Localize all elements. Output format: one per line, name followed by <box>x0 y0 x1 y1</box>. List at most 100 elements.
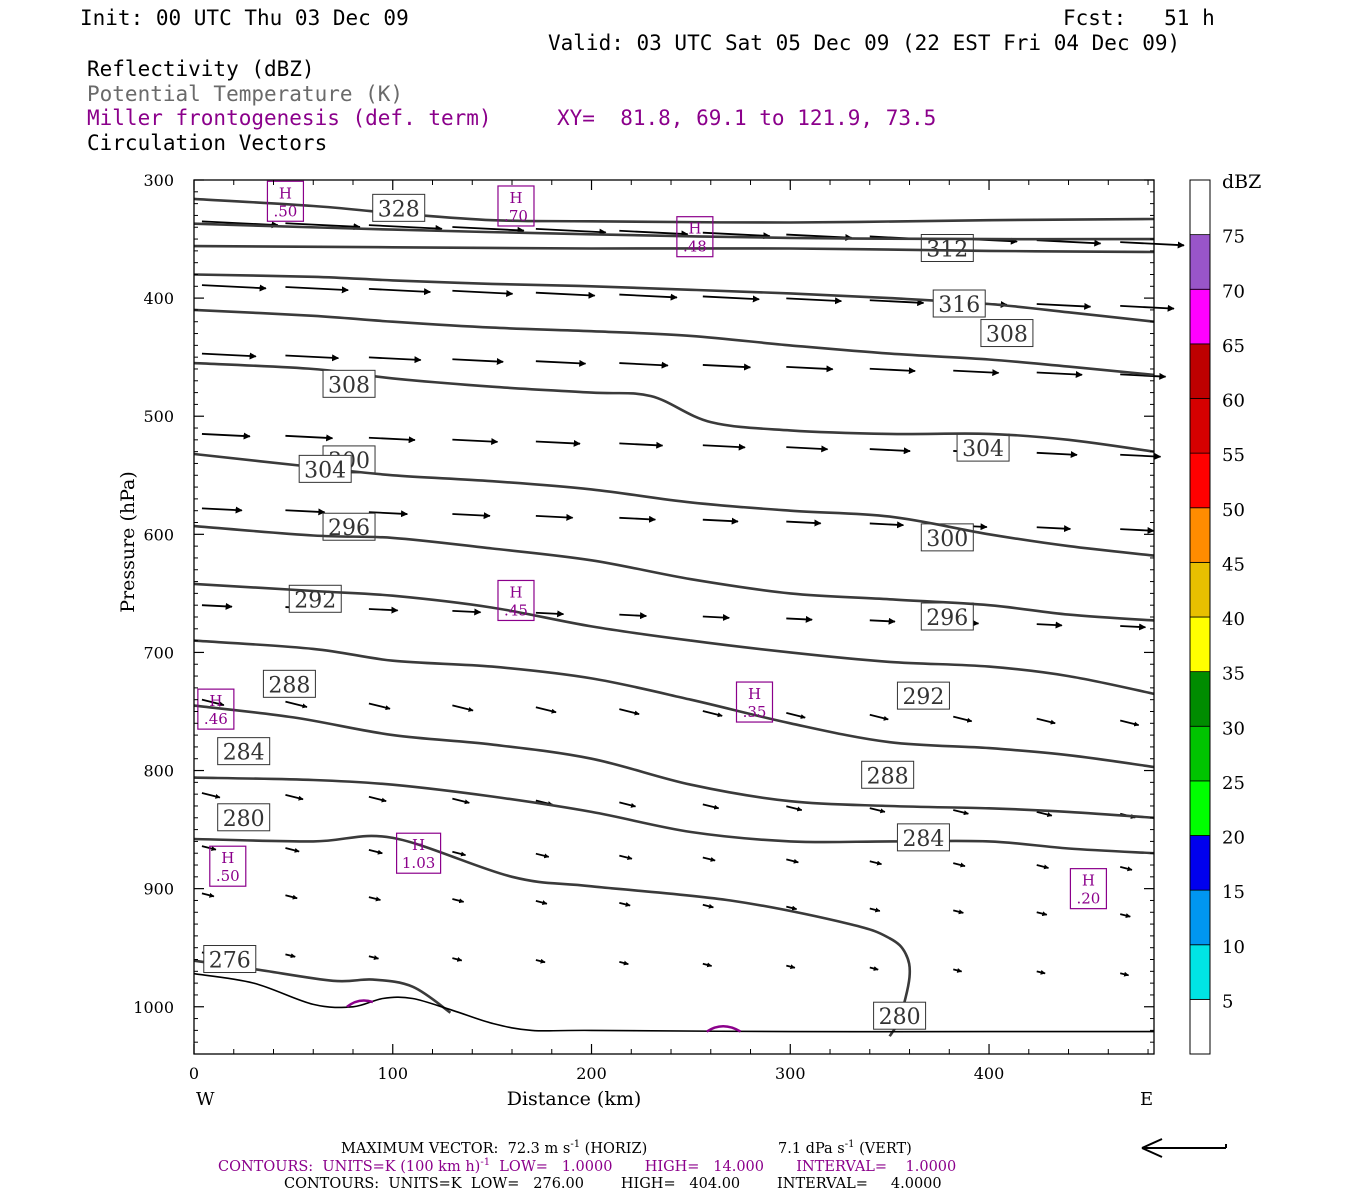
contour-label-box <box>873 1001 927 1030</box>
circulation-vector <box>619 854 633 861</box>
contour-label: 304 <box>304 458 346 483</box>
colorbar-level-label: 50 <box>1222 500 1245 521</box>
frontogenesis-max-value: .45 <box>504 601 528 619</box>
frontogenesis-max-label: H <box>748 685 761 703</box>
circulation-vector <box>201 892 215 898</box>
contour-label-box <box>932 289 986 318</box>
contour-label: 308 <box>328 373 370 398</box>
contour-label-box <box>203 945 257 974</box>
circulation-vector <box>285 894 298 900</box>
contour-label-box <box>372 193 426 222</box>
circulation-vector <box>869 367 916 375</box>
circulation-vector <box>619 293 678 301</box>
circulation-vector <box>953 809 969 816</box>
frontogenesis-max-label: H <box>412 836 425 854</box>
circulation-vector <box>452 438 499 446</box>
circulation-vector <box>702 517 739 525</box>
circulation-vector <box>368 436 416 444</box>
circulation-vector <box>702 614 730 622</box>
circulation-vector <box>535 958 546 964</box>
colorbar-segment <box>1189 780 1211 836</box>
circulation-vector <box>702 443 746 451</box>
circulation-vector <box>285 286 349 294</box>
circulation-vector <box>535 610 565 618</box>
plot-axes: 300 400 500 600 700 800 900 1000 0 100 200 300 400 W E… <box>117 171 1155 1110</box>
circulation-vector <box>619 515 657 523</box>
circulation-vector <box>285 793 304 801</box>
circulation-vector <box>1036 717 1056 725</box>
theta-contours: 2762802802842842882882922922962963003003… <box>193 193 1155 1037</box>
frontogenesis-max-value: .46 <box>204 710 228 728</box>
circulation-vector <box>201 432 251 440</box>
circulation-vector <box>1036 451 1078 459</box>
x-tick-label: 300 <box>775 1064 806 1083</box>
colorbar-segment <box>1189 179 1211 236</box>
y-tick-label: 300 <box>143 171 174 190</box>
circulation-vector <box>452 608 482 616</box>
y-tick-label: 700 <box>143 643 174 662</box>
circulation-vector <box>452 956 463 962</box>
colorbar-level-label: 20 <box>1222 828 1245 849</box>
circulation-vector <box>953 369 1000 377</box>
y-tick-label: 1000 <box>133 998 174 1017</box>
colorbar-segment <box>1189 671 1211 727</box>
circulation-vector <box>452 512 491 520</box>
circulation-vector <box>1120 241 1185 249</box>
circulation-vector <box>786 519 822 527</box>
contour-label: 296 <box>926 606 968 631</box>
forecast-hour: Fcst: 51 h <box>1063 6 1215 30</box>
frontogenesis-max-box <box>209 845 247 887</box>
y-tick-label: 800 <box>143 762 174 781</box>
circulation-vector <box>201 698 225 707</box>
circulation-vector <box>535 359 587 367</box>
colorbar-segment <box>1189 398 1211 454</box>
theta-contour-300 <box>193 524 1155 622</box>
frontogenesis-max-label: H <box>209 692 222 710</box>
colorbar-level-label: 65 <box>1222 336 1245 357</box>
circulation-vector <box>452 704 474 712</box>
circulation-vector <box>535 439 581 447</box>
circulation-vector <box>201 284 267 292</box>
circulation-vector <box>619 960 629 966</box>
theta-contour-284 <box>193 776 1155 855</box>
frontogenesis-max-box <box>735 681 774 723</box>
colorbar-level-label: 35 <box>1222 664 1245 685</box>
colorbar-segment <box>1189 343 1211 399</box>
frontogenesis-max-box <box>266 180 305 222</box>
contour-label-box <box>217 737 271 766</box>
circulation-vector <box>452 226 525 234</box>
x-tick-label: 200 <box>576 1064 607 1083</box>
circulation-vector <box>368 356 422 364</box>
circulation-vector <box>535 291 596 299</box>
theta-contour-308 <box>193 361 1155 453</box>
circulation-vector <box>535 513 574 521</box>
contour-label: 288 <box>867 764 909 789</box>
theta-contour-292 <box>193 639 1155 769</box>
fronto-contour-arc <box>706 1024 742 1033</box>
circulation-vector <box>1119 866 1133 872</box>
frontogenesis-max-box <box>497 579 535 622</box>
circulation-vector <box>285 222 361 231</box>
y-tick-label: 600 <box>143 525 174 544</box>
colorbar-level-label: 5 <box>1222 991 1233 1012</box>
footer-theta-contours: CONTOURS: UNITS=K LOW= 276.00 HIGH= 404.… <box>284 1176 942 1192</box>
frontogenesis-max-value: .50 <box>273 202 297 220</box>
circulation-vector <box>535 900 548 906</box>
circulation-vector <box>1036 811 1053 817</box>
circulation-vector <box>368 849 383 855</box>
frontogenesis-max-label: H <box>688 220 701 238</box>
contour-label: 304 <box>962 437 1004 462</box>
colorbar-level-label: 45 <box>1222 554 1245 575</box>
frontogenesis-max-box <box>676 216 714 258</box>
contour-label-box <box>920 602 974 631</box>
frontogenesis-max-value: 1.03 <box>402 854 435 872</box>
circulation-vector <box>452 358 504 366</box>
circulation-vector <box>953 862 966 868</box>
circulation-vector <box>201 602 233 610</box>
circulation-vector <box>702 903 714 909</box>
circulation-vector <box>869 617 896 625</box>
footer-vertical-vector: 7.1 dPa s-1 (VERT) <box>778 1139 912 1157</box>
circulation-vector <box>452 289 514 297</box>
colorbar-level-label: 60 <box>1222 391 1245 412</box>
